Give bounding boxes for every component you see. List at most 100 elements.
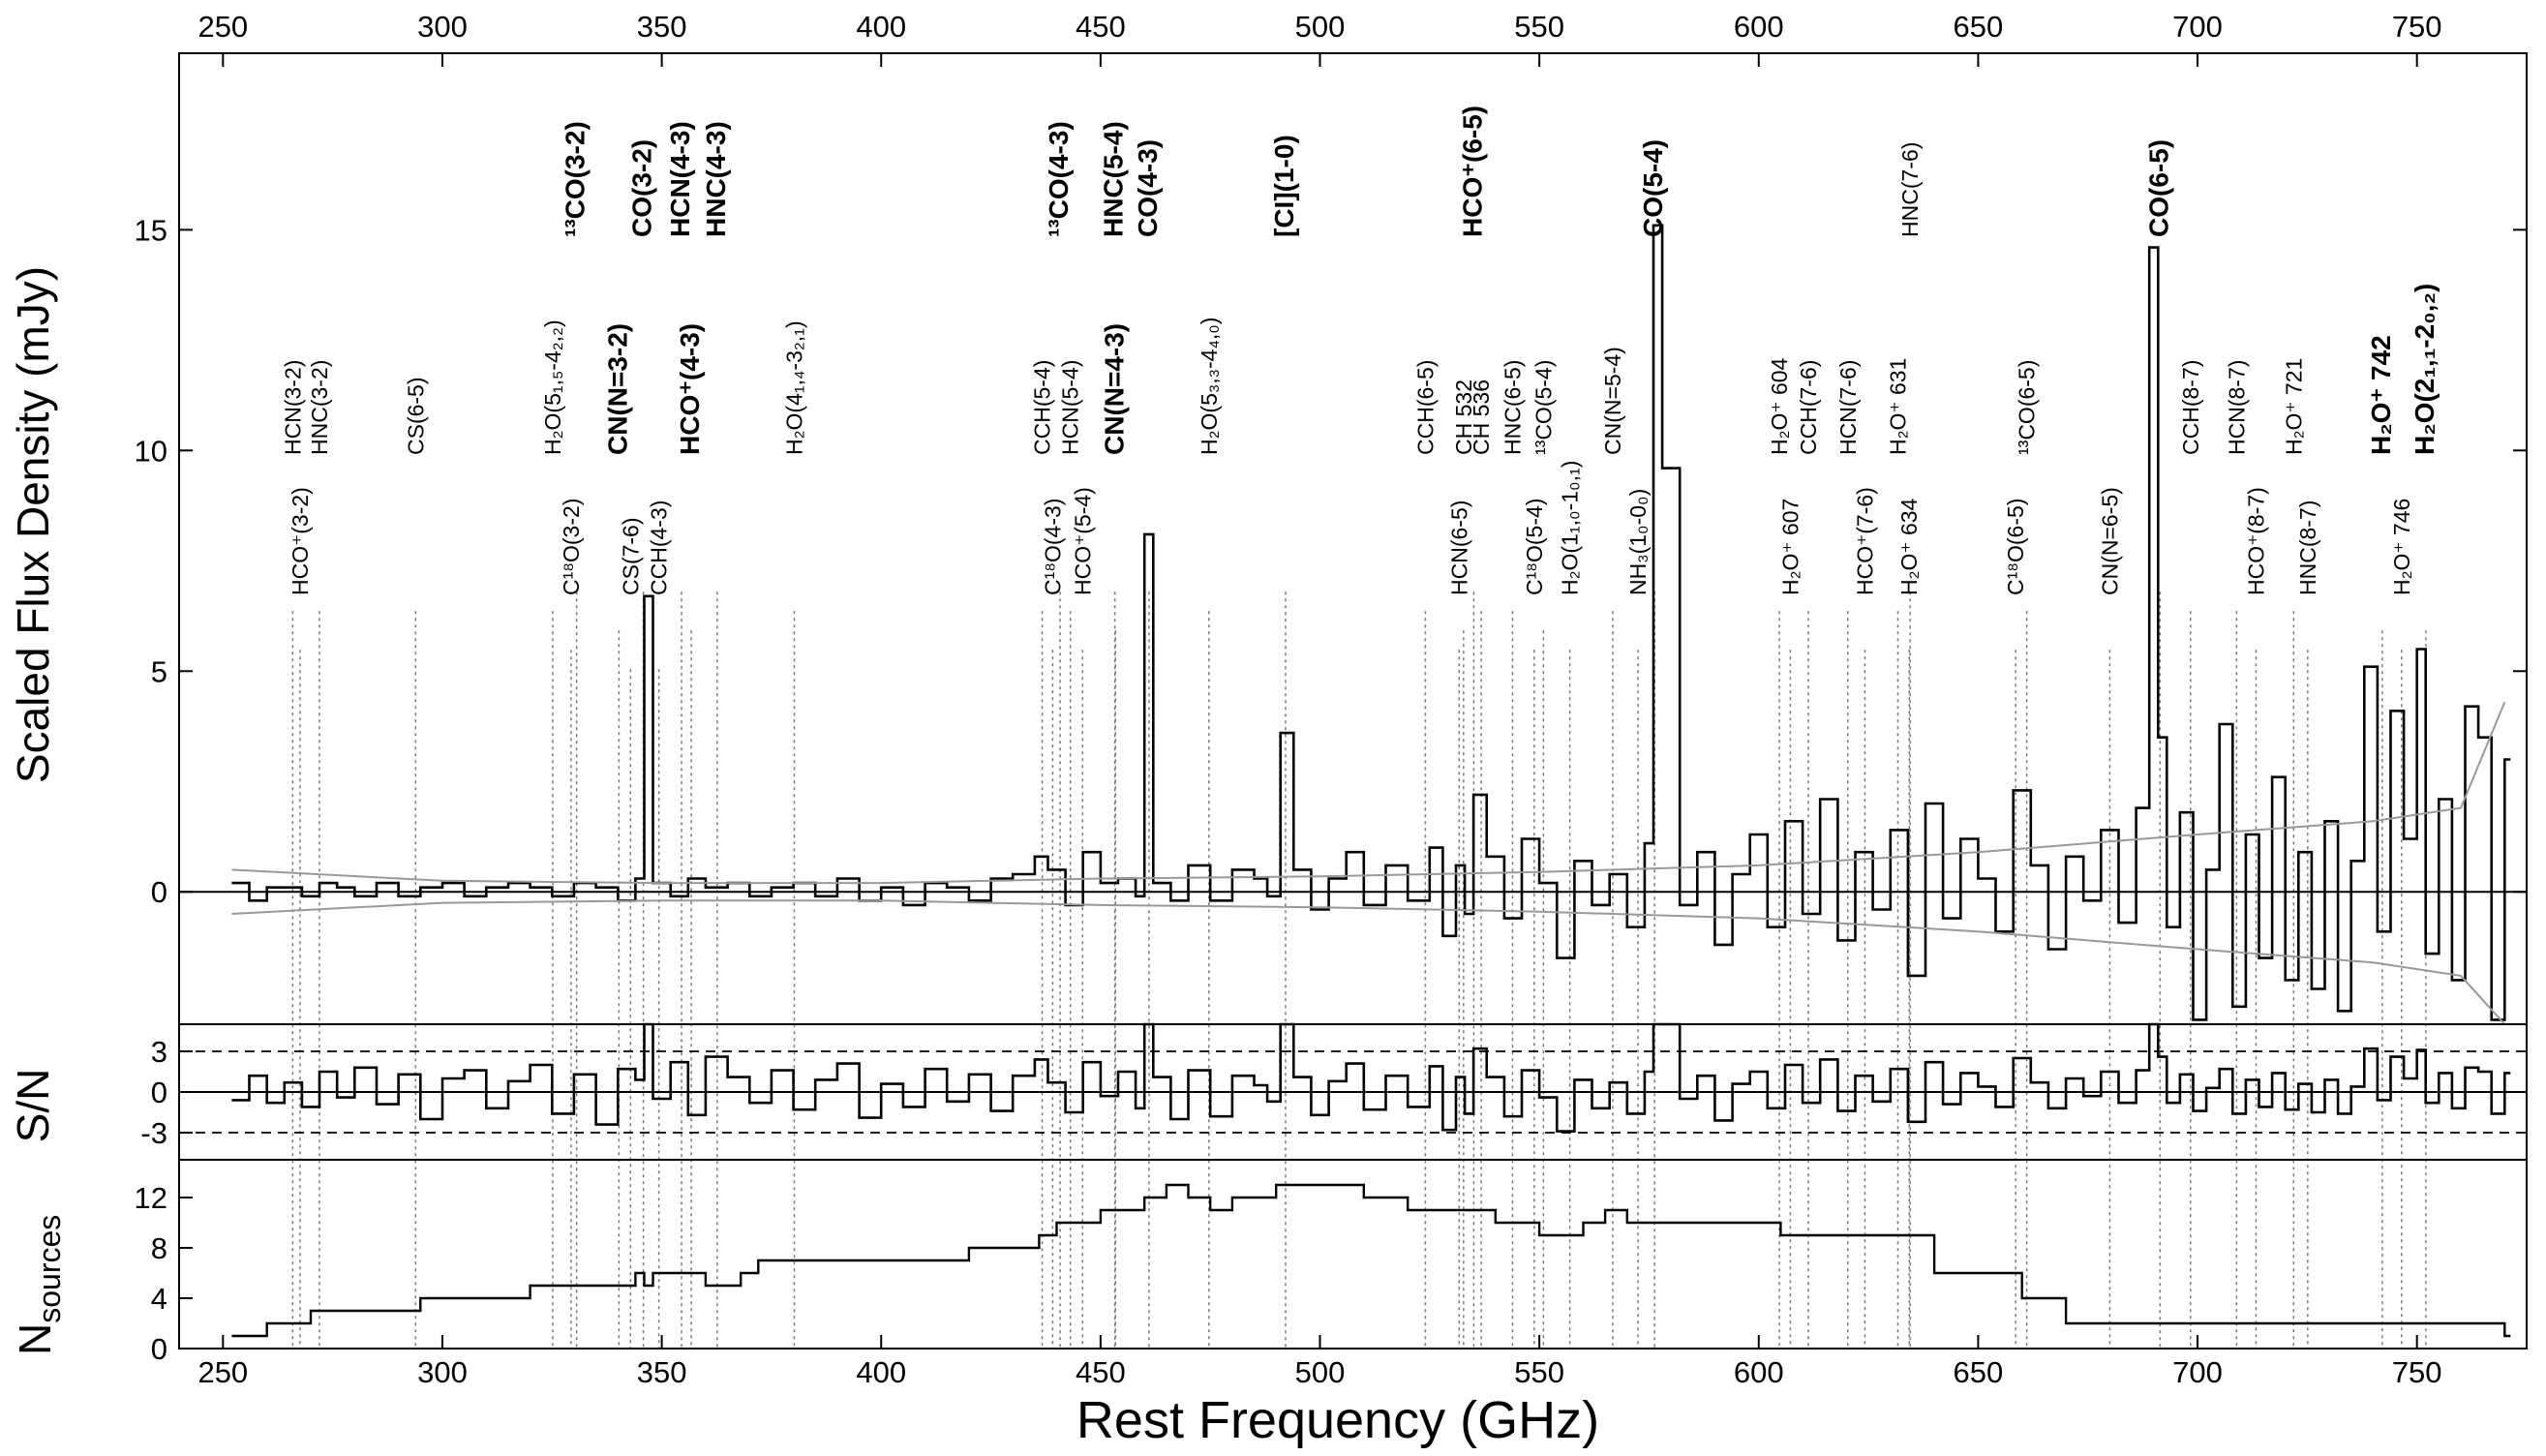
flux-y-tick-label: 15 [135, 213, 167, 247]
line-id-label: H₂O(4₁,₄-3₂,₁) [782, 320, 807, 455]
noise-envelope-upper [231, 701, 2506, 885]
x-tick-label-top: 750 [2392, 10, 2442, 44]
line-id-label: HCO⁺(7-6) [1853, 487, 1878, 595]
line-marker-group [291, 592, 2427, 1349]
line-id-label: ¹³CO(3-2) [561, 121, 591, 237]
x-tick-label-top: 300 [417, 10, 468, 44]
flux-frame [178, 52, 2528, 1025]
line-id-label: HCN(3-2) [280, 360, 305, 455]
nsources-y-tick-label: 4 [151, 1282, 167, 1316]
x-axis-title: Rest Frequency (GHz) [1076, 1391, 1599, 1449]
panel-frames [178, 52, 2528, 1350]
line-id-label: H₂O(5₃,₃-4₄,₀) [1197, 318, 1222, 455]
x-tick-label-top: 450 [1076, 10, 1126, 44]
x-tick-label-bottom: 300 [417, 1355, 468, 1389]
flux-spectrum [231, 224, 2511, 1021]
line-id-label: CN(N=4-3) [1099, 323, 1129, 455]
x-tick-label-top: 550 [1514, 10, 1564, 44]
line-id-label: C¹⁸O(3-2) [559, 499, 584, 595]
line-id-label: CH 532 [1451, 379, 1476, 455]
line-id-label: HCO⁺(4-3) [675, 323, 705, 455]
line-id-label: HCO⁺(3-2) [288, 487, 313, 595]
nsources-y-tick-label: 12 [135, 1181, 167, 1215]
flux-panel: 0 5 10 15 [135, 213, 2527, 1025]
line-id-label: HCN(4-3) [665, 121, 695, 237]
sn-y-tick-label: 0 [151, 1076, 167, 1109]
line-id-label: C¹⁸O(6-5) [2003, 499, 2028, 595]
line-id-label: HCO⁺(8-7) [2244, 487, 2269, 595]
line-id-label: H₂O⁺ 634 [1896, 498, 1922, 595]
nsources-y-tick-label: 0 [151, 1332, 167, 1366]
line-id-label: CO(6-5) [2143, 139, 2173, 237]
line-id-label: CCH(7-6) [1796, 360, 1821, 455]
x-tick-label-top: 350 [637, 10, 687, 44]
nsources-y-axis-title: Nsources [10, 1215, 67, 1355]
line-id-label: NH₃(1₀-0₀) [1625, 489, 1651, 595]
line-id-label: HNC(8-7) [2295, 500, 2320, 595]
line-id-label: HCN(7-6) [1835, 360, 1861, 455]
flux-y-tick-label: 0 [151, 875, 167, 909]
flux-y-axis-title: Scaled Flux Density (mJy) [8, 266, 58, 783]
x-tick-label-bottom: 600 [1734, 1355, 1784, 1389]
sn-panel: 3 0 -3 [140, 1022, 2527, 1150]
line-id-label: H₂O⁺ 746 [2389, 499, 2414, 595]
line-id-label: CO(3-2) [627, 139, 657, 237]
line-id-label: HCO⁺(6-5) [1457, 106, 1487, 237]
line-id-label: CN(N=5-4) [1600, 347, 1625, 455]
line-id-label: CO(5-4) [1638, 139, 1668, 237]
nsources-step-line [231, 1183, 2511, 1338]
line-id-label: CH 536 [1469, 379, 1494, 455]
x-tick-label-bottom: 400 [856, 1355, 906, 1389]
line-id-label: HNC(4-3) [701, 121, 731, 237]
line-id-label: HNC(5-4) [1099, 121, 1129, 237]
line-id-label: CS(7-6) [618, 517, 643, 595]
line-id-label: H₂O⁺ 631 [1886, 358, 1911, 455]
nsources-ylabel-sub: sources [32, 1215, 67, 1323]
x-axis-ticks: 250 250 300 300 350 350 400 400 450 450 500 500 550 5… [197, 10, 2441, 1389]
line-id-label: HNC(6-5) [1500, 360, 1526, 455]
line-label-group: HCN(3-2) HNC(3-2) HCO⁺(3-2) CS(6-5) H₂O(5₁,₅… [280, 106, 2439, 595]
line-id-label: CCH(5-4) [1030, 360, 1055, 455]
line-id-label: ¹³CO(5-4) [1531, 360, 1556, 455]
x-tick-label-top: 250 [197, 10, 248, 44]
line-id-label: H₂O⁺ 721 [2281, 358, 2306, 455]
x-tick-label-bottom: 450 [1076, 1355, 1126, 1389]
line-id-label: HNC(7-6) [1897, 142, 1923, 237]
x-tick-label-top: 650 [1954, 10, 2004, 44]
line-id-label: HCN(8-7) [2224, 360, 2249, 455]
x-tick-label-bottom: 550 [1514, 1355, 1564, 1389]
x-tick-label-top: 500 [1295, 10, 1346, 44]
line-id-label: HCN(5-4) [1058, 360, 1083, 455]
line-id-label: CCH(4-3) [647, 500, 672, 595]
line-id-label: H₂O(5₁,₅-4₂,₂) [540, 319, 565, 455]
nsources-ylabel-main: N [10, 1323, 60, 1355]
line-id-label: H₂O⁺ 607 [1777, 499, 1803, 595]
line-id-label: HCN(6-5) [1446, 500, 1471, 595]
line-id-label: CCH(8-7) [2178, 360, 2203, 455]
nsources-frame [178, 1159, 2528, 1350]
x-tick-label-bottom: 700 [2172, 1355, 2223, 1389]
nsources-panel: 0 4 8 12 [135, 1181, 2511, 1366]
line-id-label: ¹³CO(4-3) [1044, 121, 1074, 237]
line-id-label: H₂O⁺ 742 [2366, 335, 2396, 455]
sn-spectrum [231, 1022, 2511, 1133]
sn-y-tick-label: 3 [151, 1035, 167, 1069]
x-tick-label-bottom: 250 [197, 1355, 248, 1389]
flux-y-tick-label: 5 [151, 654, 167, 688]
flux-y-tick-label: 10 [135, 434, 167, 468]
line-id-label: HCO⁺(5-4) [1070, 487, 1095, 595]
nsources-y-tick-label: 8 [151, 1231, 167, 1265]
x-tick-label-bottom: 750 [2392, 1355, 2442, 1389]
sn-y-axis-title: S/N [8, 1069, 58, 1143]
noise-envelope-lower [231, 899, 2506, 1025]
line-id-label: HNC(3-2) [307, 360, 332, 455]
line-id-label: CS(6-5) [403, 377, 428, 455]
line-id-label: CO(4-3) [1133, 139, 1163, 237]
line-id-label: CCH(6-5) [1412, 360, 1438, 455]
x-tick-label-top: 600 [1734, 10, 1784, 44]
line-id-label: C¹⁸O(4-3) [1040, 499, 1065, 595]
x-tick-label-top: 400 [856, 10, 906, 44]
line-id-label: H₂O⁺ 604 [1767, 357, 1792, 455]
x-tick-label-bottom: 500 [1295, 1355, 1346, 1389]
